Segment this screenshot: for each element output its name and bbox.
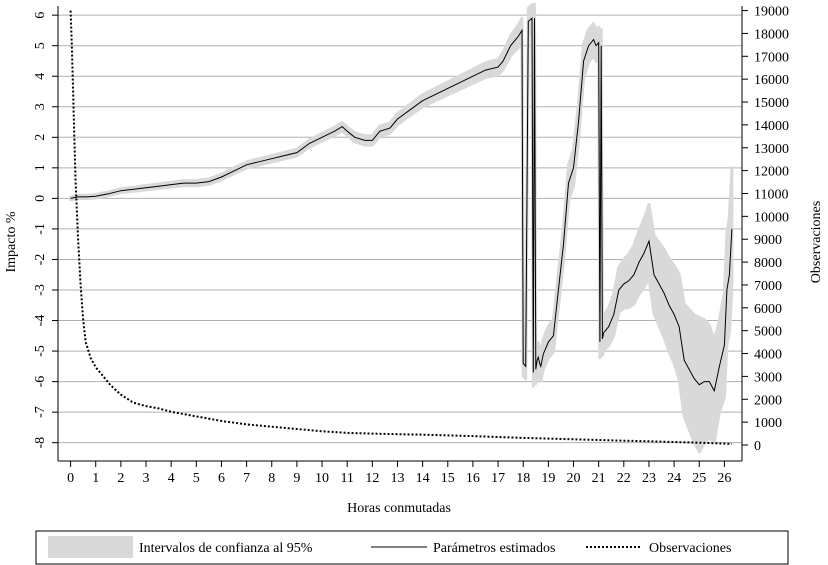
y-right-tick-label: 12000: [754, 165, 789, 180]
x-tick-label: 8: [268, 471, 275, 486]
y-right-tick-label: 0: [754, 439, 761, 454]
y-left-tick-label: 0: [33, 195, 48, 202]
x-tick-label: 9: [293, 471, 300, 486]
y-left-tick-label: 3: [33, 103, 48, 110]
legend-solid-label: Parámetros estimados: [433, 541, 555, 556]
y-right-tick-label: 14000: [754, 119, 789, 134]
y-right-tick-label: 10000: [754, 210, 789, 225]
confidence-band-area: [69, 2, 734, 454]
tick-labels: 0 1 2 3 4 5 6 7 8 9 10 11 12 13 14 15 16 17 18 19 20 21 22 23 24…: [33, 5, 789, 486]
y-left-tick-label: 2: [33, 134, 48, 141]
x-tick-label: 22: [617, 471, 631, 486]
y-left-tick-label: 5: [33, 42, 48, 49]
y-left-tick-label: -3: [33, 284, 48, 296]
x-tick-label: 19: [541, 471, 555, 486]
y-right-tick-label: 19000: [754, 5, 789, 20]
x-tick-label: 26: [717, 471, 731, 486]
y-left-tick-label: 1: [33, 164, 48, 171]
y-right-tick-label: 6000: [754, 302, 782, 317]
x-tick-label: 25: [692, 471, 706, 486]
observations-path: [69, 10, 732, 445]
y-right-tick-label: 5000: [754, 325, 782, 340]
y-right-tick-label: 1000: [754, 416, 782, 431]
x-tick-label: 7: [243, 471, 250, 486]
y-right-tick-label: 15000: [754, 96, 789, 111]
x-tick-label: 5: [193, 471, 200, 486]
y-left-tick-label: 4: [33, 73, 48, 80]
legend-box: [35, 530, 789, 565]
legend: Intervalos de confianza al 95% Parámetro…: [35, 530, 789, 565]
x-tick-label: 13: [390, 471, 404, 486]
y-right-tick-label: 18000: [754, 27, 789, 42]
y-right-tick-label: 7000: [754, 279, 782, 294]
y-left-tick-label: -8: [33, 437, 48, 449]
x-tick-label: 11: [340, 471, 353, 486]
estimated-parameters-line: [70, 17, 733, 393]
y-right-tick-label: 16000: [754, 73, 789, 88]
x-tick-label: 6: [218, 471, 225, 486]
x-tick-label: 20: [567, 471, 581, 486]
x-tick-label: 14: [416, 471, 430, 486]
y-left-tick-label: -6: [33, 376, 48, 388]
y-right-tick-label: 2000: [754, 393, 782, 408]
confidence-band: [69, 2, 734, 454]
estimated-parameters-path: [70, 17, 733, 393]
y-right-tick-label: 13000: [754, 142, 789, 157]
y-right-tick-label: 11000: [754, 187, 788, 202]
y-right-tick-label: 4000: [754, 348, 782, 363]
x-tick-label: 21: [592, 471, 606, 486]
y-right-tick-label: 9000: [754, 233, 782, 248]
axes: [52, 6, 748, 467]
x-tick-label: 1: [92, 471, 99, 486]
legend-band-swatch: [48, 536, 133, 558]
legend-band-label: Intervalos de confianza al 95%: [139, 541, 313, 556]
y-right-tick-label: 8000: [754, 256, 782, 271]
y-left-axis-title: Impacto %: [4, 211, 19, 272]
y-left-tick-label: 6: [33, 12, 48, 19]
x-tick-label: 17: [491, 471, 505, 486]
y-left-tick-label: -1: [33, 223, 48, 235]
y-right-axis-title: Observaciones: [809, 201, 824, 283]
observations-line: [69, 10, 732, 445]
x-tick-label: 2: [117, 471, 124, 486]
x-tick-label: 12: [365, 471, 379, 486]
y-left-tick-label: -5: [33, 345, 48, 357]
x-tick-label: 0: [67, 471, 74, 486]
y-left-tick-label: -4: [33, 315, 48, 327]
legend-dotted-label: Observaciones: [649, 541, 731, 556]
y-right-tick-label: 3000: [754, 370, 782, 385]
y-left-tick-label: -7: [33, 406, 48, 418]
y-left-tick-label: -2: [33, 254, 48, 266]
x-tick-label: 23: [642, 471, 656, 486]
y-right-tick-label: 17000: [754, 50, 789, 65]
x-tick-label: 15: [441, 471, 455, 486]
x-tick-label: 3: [143, 471, 150, 486]
x-tick-label: 16: [466, 471, 480, 486]
x-tick-label: 10: [315, 471, 329, 486]
x-tick-label: 18: [516, 471, 530, 486]
x-tick-label: 24: [667, 471, 681, 486]
x-tick-label: 4: [168, 471, 175, 486]
x-axis-title: Horas conmutadas: [347, 501, 451, 516]
grid: [58, 14, 742, 444]
